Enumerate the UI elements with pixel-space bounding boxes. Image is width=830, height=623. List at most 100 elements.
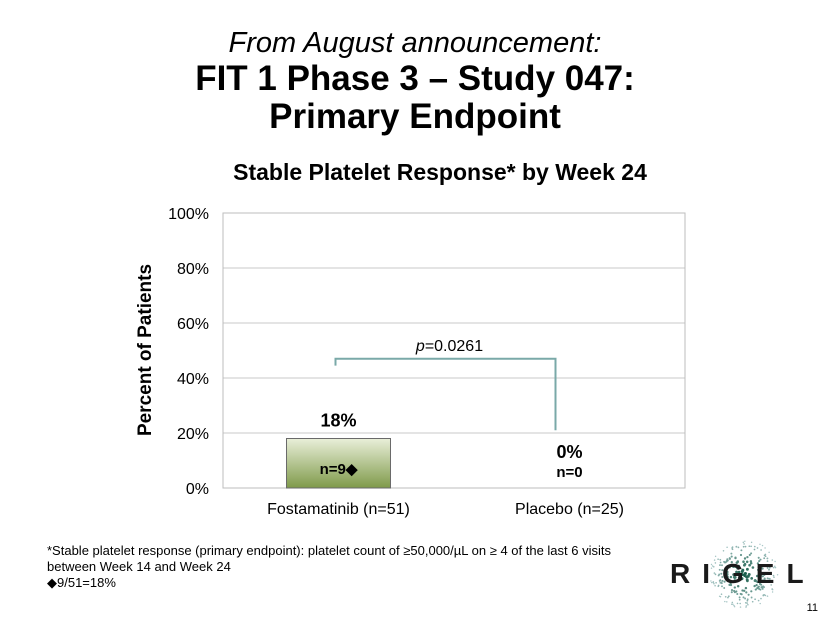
logo-dot: [753, 579, 757, 582]
logo-dot: [754, 588, 757, 591]
logo-dot: [742, 560, 745, 563]
logo-dot: [738, 596, 741, 599]
logo-dot: [768, 551, 770, 554]
logo-dot: [717, 585, 720, 588]
logo-dot: [721, 564, 723, 567]
logo-dot: [719, 561, 722, 564]
logo-dot: [735, 590, 738, 593]
footnote: *Stable platelet response (primary endpo…: [47, 543, 667, 591]
y-tick-label: 40%: [177, 371, 209, 388]
logo-dot: [723, 580, 726, 583]
logo-dot: [743, 589, 746, 592]
logo-dot: [721, 585, 723, 588]
logo-dot: [719, 579, 722, 582]
logo-dot: [727, 595, 730, 598]
logo-dot: [746, 602, 748, 604]
logo-dot: [756, 568, 760, 572]
chart-title: Stable Platelet Response* by Week 24: [233, 159, 647, 185]
logo-dot: [726, 558, 729, 561]
logo-dot: [738, 598, 741, 601]
logo-dot: [763, 557, 766, 560]
logo-dot: [742, 541, 745, 544]
logo-dot: [713, 572, 716, 574]
logo-dot: [748, 545, 751, 548]
logo-dot: [724, 600, 726, 603]
logo-dot: [759, 543, 761, 546]
logo-dot: [757, 556, 760, 559]
logo-dot: [771, 591, 774, 593]
logo-dot: [748, 553, 751, 557]
logo-dot: [750, 552, 753, 555]
logo-dot: [758, 560, 761, 563]
logo-dot: [745, 575, 749, 579]
logo-dot: [754, 598, 756, 601]
logo-dot: [710, 563, 713, 566]
logo-dot: [766, 557, 769, 560]
logo-dot: [721, 575, 724, 579]
logo-dot: [744, 597, 747, 600]
page-number: 11: [806, 602, 818, 614]
logo-dot: [735, 545, 738, 548]
title-subheading: From August announcement:: [228, 27, 602, 59]
logo-dot: [756, 562, 760, 565]
logo-dot: [730, 603, 733, 605]
logo-dot: [745, 567, 749, 571]
logo-dot: [726, 570, 729, 574]
logo-dot: [759, 602, 761, 605]
logo-dot: [733, 606, 736, 608]
logo-dot: [730, 589, 734, 592]
logo-dot: [746, 598, 749, 601]
logo-dot: [723, 560, 726, 563]
logo-dot: [760, 597, 762, 600]
logo-dot: [735, 570, 738, 574]
logo-dot: [720, 582, 723, 585]
logo-dot: [766, 595, 769, 597]
logo-dot: [746, 599, 749, 602]
logo-dot: [744, 545, 747, 548]
logo-dot: [714, 573, 717, 576]
logo-dot: [739, 592, 742, 595]
logo-dot: [747, 573, 751, 576]
logo-dot: [732, 603, 734, 606]
logo-dot: [736, 592, 739, 596]
logo-dot: [727, 596, 729, 599]
logo-dot: [733, 604, 735, 607]
y-tick-label: 100%: [168, 206, 209, 223]
logo-dot: [735, 579, 738, 583]
logo-dot: [714, 555, 717, 558]
logo-dot: [710, 580, 712, 582]
logo-dot: [776, 574, 779, 576]
logo-dot: [714, 584, 716, 587]
logo-dot: [746, 555, 749, 559]
logo-dot: [715, 581, 717, 584]
footnote-line3: ◆9/51=18%: [47, 575, 116, 590]
logo-dot: [757, 585, 760, 588]
logo-dot: [743, 571, 747, 576]
significance-bracket: [334, 357, 557, 431]
logo-dot: [745, 591, 748, 594]
logo-dot: [757, 574, 760, 577]
logo-dot: [739, 606, 742, 608]
logo-dot: [740, 549, 743, 552]
logo-dot: [737, 570, 741, 574]
y-tick-label: 80%: [177, 261, 209, 278]
logo-dot: [773, 576, 775, 578]
logo-dot: [711, 565, 714, 567]
logo-dot: [742, 596, 745, 599]
logo-dot: [744, 586, 748, 590]
logo-dot: [710, 581, 713, 584]
logo-dot: [766, 577, 769, 580]
title-main-line1: FIT 1 Phase 3 – Study 047:: [195, 59, 635, 98]
data-label: 0%: [556, 442, 582, 462]
logo-dot: [753, 548, 756, 551]
logo-dot: [726, 546, 728, 548]
logo-dot: [734, 556, 737, 559]
x-tick-label: Fostamatinib (n=51): [267, 501, 410, 518]
logo-dot: [739, 553, 743, 557]
logo-dot: [748, 563, 751, 567]
logo-dot: [713, 559, 716, 561]
logo-dot: [761, 544, 764, 547]
logo-dot: [763, 586, 765, 589]
logo-dot: [714, 562, 717, 564]
logo-dot: [763, 554, 766, 557]
